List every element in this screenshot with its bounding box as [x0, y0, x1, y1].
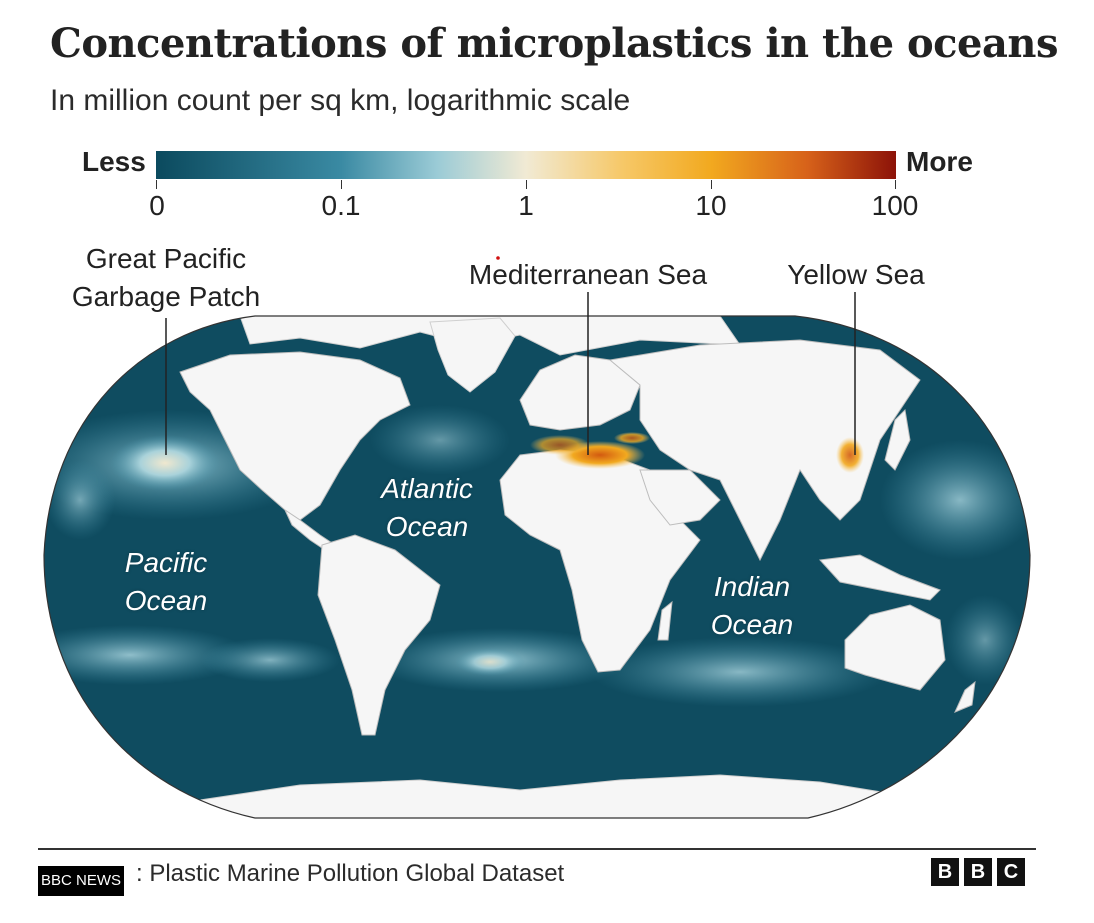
- bbc-logo-letter: C: [997, 858, 1025, 886]
- legend-tick-mark: [895, 180, 896, 189]
- footer-divider: [38, 848, 1036, 850]
- callout-great-pacific-garbage-patch: Great Pacific Garbage Patch: [52, 240, 280, 316]
- legend-tick-mark: [711, 180, 712, 189]
- legend-tick-mark: [526, 180, 527, 189]
- source-dataset: : Plastic Marine Pollution Global Datase…: [136, 860, 565, 887]
- bbc-news-badge: BBC NEWS: [38, 866, 124, 896]
- callout-line: Great Pacific: [85, 243, 247, 274]
- ocean-label-atlantic: Atlantic Ocean: [362, 470, 492, 546]
- legend-more-label: More: [906, 146, 973, 177]
- callout-mediterranean-sea: Mediterranean Sea: [448, 256, 728, 294]
- ocean-label-line: Atlantic: [381, 473, 473, 504]
- legend-less-label: Less: [82, 146, 146, 177]
- callout-line: Mediterranean Sea: [468, 259, 708, 290]
- legend-tick-label: 0.1: [321, 190, 361, 221]
- legend-tick-label: 10: [695, 190, 727, 221]
- legend-tick-label: 100: [871, 190, 919, 221]
- bbc-logo-letter: B: [964, 858, 992, 886]
- legend-tick-mark: [341, 180, 342, 189]
- bbc-logo-letter: B: [931, 858, 959, 886]
- legend-color-bar: [156, 151, 896, 179]
- ocean-label-line: Ocean: [385, 511, 469, 542]
- chart-subtitle: In million count per sq km, logarithmic …: [50, 84, 631, 117]
- ocean-label-line: Ocean: [710, 609, 794, 640]
- ocean-label-line: Indian: [713, 571, 791, 602]
- callout-line: Yellow Sea: [787, 259, 925, 290]
- legend-tick-label: 0: [149, 190, 165, 221]
- callout-yellow-sea: Yellow Sea: [774, 256, 938, 294]
- source-text: : Plastic Marine Pollution Global Datase…: [48, 860, 564, 888]
- chart-title: Concentrations of microplastics in the o…: [50, 20, 1059, 67]
- legend-tick-label: 1: [518, 190, 534, 221]
- ocean-label-pacific: Pacific Ocean: [102, 544, 230, 620]
- callout-line: Garbage Patch: [71, 281, 261, 312]
- ocean-label-line: Pacific: [124, 547, 208, 578]
- bbc-logo: B B C: [931, 858, 1025, 886]
- legend-tick-mark: [156, 180, 157, 189]
- ocean-label-line: Ocean: [124, 585, 208, 616]
- ocean-label-indian: Indian Ocean: [690, 568, 814, 644]
